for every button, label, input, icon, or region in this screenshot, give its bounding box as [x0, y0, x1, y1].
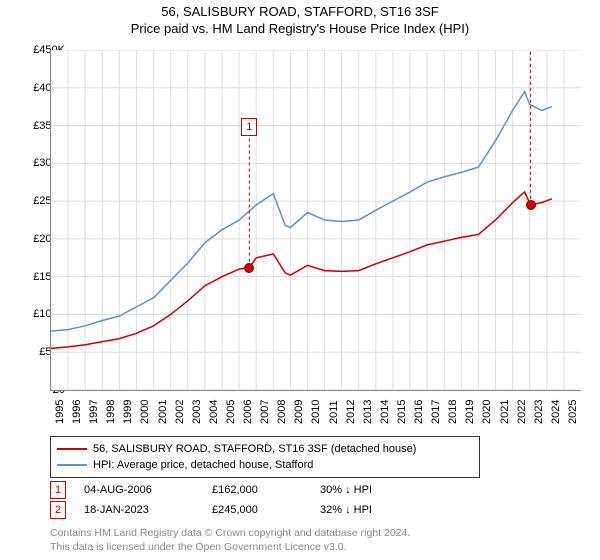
event-delta: 30% ↓ HPI [320, 484, 372, 496]
legend-row-hpi: HPI: Average price, detached house, Staf… [57, 457, 473, 473]
x-tick-label: 2020 [481, 400, 493, 424]
x-tick-label: 2018 [447, 400, 459, 424]
x-tick-label: 2004 [208, 400, 220, 424]
event-date: 18-JAN-2023 [84, 504, 194, 516]
footer-line: This data is licensed under the Open Gov… [50, 540, 410, 554]
x-tick-label: 1995 [54, 400, 66, 424]
sale-event-row: 1 04-AUG-2006 £162,000 30% ↓ HPI [50, 480, 372, 500]
x-tick-label: 2019 [464, 400, 476, 424]
event-price: £245,000 [212, 504, 302, 516]
x-tick-label: 2002 [174, 400, 186, 424]
x-tick-label: 2009 [293, 400, 305, 424]
event-price: £162,000 [212, 484, 302, 496]
title-subtitle: Price paid vs. HM Land Registry's House … [0, 21, 600, 36]
x-tick-label: 1996 [71, 400, 83, 424]
event-marker: 2 [50, 501, 66, 519]
footer: Contains HM Land Registry data © Crown c… [50, 526, 410, 554]
footer-line: Contains HM Land Registry data © Crown c… [50, 526, 410, 540]
sale-dot [526, 200, 536, 210]
x-tick-label: 2012 [345, 400, 357, 424]
x-tick-label: 2017 [430, 400, 442, 424]
x-tick-label: 2006 [242, 400, 254, 424]
event-marker: 1 [50, 481, 66, 499]
x-tick-label: 2001 [157, 400, 169, 424]
x-tick-label: 2010 [310, 400, 322, 424]
sale-event-row: 2 18-JAN-2023 £245,000 32% ↓ HPI [50, 500, 372, 520]
sale-dot [244, 263, 254, 273]
x-tick-label: 2021 [499, 400, 511, 424]
legend-swatch [57, 448, 87, 450]
x-tick-label: 2023 [533, 400, 545, 424]
price-chart: 12 [50, 50, 581, 391]
sale-events: 1 04-AUG-2006 £162,000 30% ↓ HPI 2 18-JA… [50, 480, 372, 520]
event-delta: 32% ↓ HPI [320, 504, 372, 516]
x-tick-label: 1997 [88, 400, 100, 424]
x-tick-label: 2024 [550, 400, 562, 424]
x-tick-label: 2011 [328, 400, 340, 424]
x-tick-label: 2014 [379, 400, 391, 424]
x-tick-label: 2000 [139, 400, 151, 424]
x-tick-label: 2022 [516, 400, 528, 424]
x-tick-label: 2003 [191, 400, 203, 424]
x-tick-label: 1998 [105, 400, 117, 424]
legend: 56, SALISBURY ROAD, STAFFORD, ST16 3SF (… [50, 436, 480, 478]
sale-marker-box: 1 [241, 118, 257, 136]
x-tick-label: 2016 [413, 400, 425, 424]
x-tick-label: 2013 [362, 400, 374, 424]
x-tick-label: 2008 [276, 400, 288, 424]
x-tick-label: 2025 [567, 400, 579, 424]
x-tick-label: 2007 [259, 400, 271, 424]
legend-label: HPI: Average price, detached house, Staf… [93, 457, 313, 473]
title-address: 56, SALISBURY ROAD, STAFFORD, ST16 3SF [0, 4, 600, 19]
legend-swatch [57, 464, 87, 466]
legend-row-property: 56, SALISBURY ROAD, STAFFORD, ST16 3SF (… [57, 441, 473, 457]
event-date: 04-AUG-2006 [84, 484, 194, 496]
legend-label: 56, SALISBURY ROAD, STAFFORD, ST16 3SF (… [93, 441, 416, 457]
x-tick-label: 2005 [225, 400, 237, 424]
x-tick-label: 2015 [396, 400, 408, 424]
x-tick-label: 1999 [122, 400, 134, 424]
